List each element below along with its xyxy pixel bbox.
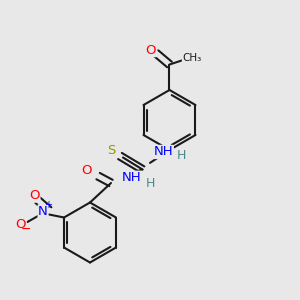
Text: O: O (82, 164, 92, 177)
Text: +: + (44, 200, 52, 211)
Text: N: N (38, 205, 48, 218)
Text: O: O (29, 189, 40, 202)
Text: −: − (21, 223, 31, 236)
Text: O: O (146, 44, 156, 57)
Text: NH: NH (122, 171, 142, 184)
Text: NH: NH (154, 146, 173, 158)
Text: H: H (146, 177, 155, 190)
Text: CH₃: CH₃ (182, 52, 202, 63)
Text: O: O (16, 218, 26, 231)
Text: H: H (177, 149, 186, 162)
Text: S: S (107, 144, 116, 158)
